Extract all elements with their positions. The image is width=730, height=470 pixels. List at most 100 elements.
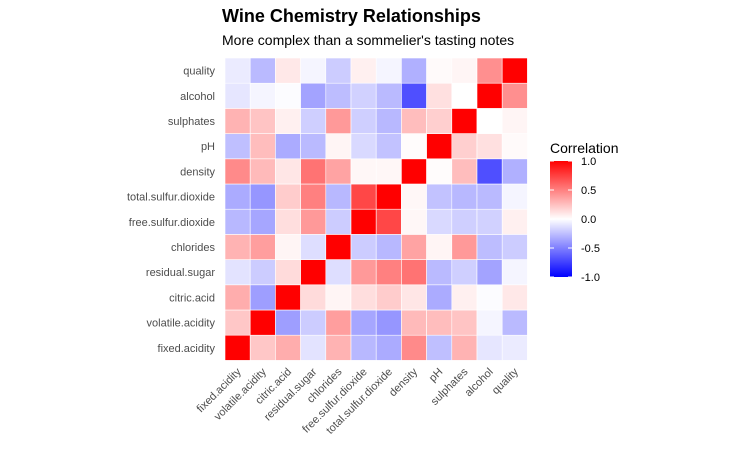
heatmap-cell	[451, 57, 478, 84]
x-axis-tick-labels: fixed.acidityvolatile.aciditycitric.acid…	[195, 366, 522, 437]
heatmap-cell	[275, 334, 301, 361]
heatmap-cell	[325, 259, 352, 286]
heatmap-cell	[350, 309, 377, 336]
heatmap-cell	[375, 133, 402, 160]
heatmap-cell	[426, 57, 453, 84]
heatmap-cell	[325, 133, 352, 160]
heatmap-cell	[350, 57, 377, 84]
heatmap-cell	[300, 133, 327, 160]
heatmap-cell	[476, 284, 503, 311]
y-tick-label: chlorides	[171, 242, 216, 254]
heatmap-cell	[476, 334, 503, 361]
heatmap-cell	[476, 309, 503, 336]
heatmap-cell	[401, 82, 427, 109]
heatmap-cell	[501, 57, 528, 84]
heatmap-cell	[401, 57, 427, 84]
legend-tick-label: -1.0	[581, 272, 600, 284]
x-tick-label: alcohol	[463, 366, 496, 399]
heatmap-cell	[249, 234, 276, 260]
heatmap-cell	[275, 57, 301, 84]
heatmap-cell	[325, 334, 352, 361]
heatmap-cell	[375, 82, 402, 109]
heatmap-cell	[476, 259, 503, 286]
legend-color-bar	[550, 161, 572, 277]
y-tick-label: sulphates	[168, 116, 216, 128]
y-tick-label: citric.acid	[169, 292, 215, 304]
heatmap-cell	[249, 158, 276, 185]
heatmap-cell	[451, 108, 478, 134]
heatmap-cell	[426, 108, 453, 134]
heatmap-cell	[426, 234, 453, 260]
heatmap-cell	[300, 334, 327, 361]
heatmap-cell	[451, 183, 478, 210]
heatmap-cell	[325, 158, 352, 185]
heatmap-cell	[476, 82, 503, 109]
heatmap-cell	[249, 183, 276, 210]
legend-tick-label: 0.5	[581, 185, 596, 197]
heatmap-cell	[224, 208, 251, 235]
heatmap-cell	[325, 57, 352, 84]
heatmap-cell	[350, 158, 377, 185]
heatmap-cell	[476, 234, 503, 260]
heatmap-cell	[401, 108, 427, 134]
heatmap-cell	[300, 108, 327, 134]
heatmap-cell	[375, 334, 402, 361]
y-tick-label: residual.sugar	[146, 267, 215, 279]
heatmap-cell	[401, 234, 427, 260]
heatmap-cell	[451, 284, 478, 311]
y-tick-label: pH	[201, 141, 215, 153]
heatmap-cell	[451, 334, 478, 361]
heatmap-cell	[350, 183, 377, 210]
y-axis-tick-labels: fixed.acidity volatile.acidity citric.acid…	[127, 66, 216, 355]
heatmap-cell	[501, 309, 528, 336]
heatmap-cell	[401, 133, 427, 160]
heatmap-cell	[249, 208, 276, 235]
heatmap-cell	[451, 309, 478, 336]
heatmap-cell	[249, 108, 276, 134]
legend-ticks: 1.0 0.5 0.0 -0.5 -1.0	[550, 156, 600, 284]
heatmap-cell	[275, 284, 301, 311]
heatmap-cell	[501, 334, 528, 361]
heatmap-cell	[275, 133, 301, 160]
heatmap-cell	[249, 57, 276, 84]
y-tick-label: quality	[183, 66, 215, 78]
heatmap-cell	[401, 259, 427, 286]
heatmap-cell	[249, 133, 276, 160]
heatmap-cell	[501, 259, 528, 286]
heatmap-cell	[375, 208, 402, 235]
heatmap-cell	[375, 183, 402, 210]
heatmap-cell	[350, 108, 377, 134]
x-tick-label: pH	[427, 366, 445, 384]
heatmap-cell	[476, 133, 503, 160]
legend: Correlation 1.0 0.5 0.0 -0.5 -1.0	[550, 140, 618, 284]
heatmap-cell	[350, 82, 377, 109]
heatmap-cell	[401, 158, 427, 185]
y-tick-label: volatile.acidity	[147, 318, 216, 330]
heatmap-cell	[325, 234, 352, 260]
heatmap-cell	[476, 108, 503, 134]
heatmap-cell	[224, 284, 251, 311]
heatmap-cell	[375, 259, 402, 286]
heatmap-cell	[275, 183, 301, 210]
heatmap-cell	[249, 284, 276, 311]
legend-tick-label: 0.0	[581, 214, 596, 226]
legend-tick-label: 1.0	[581, 156, 596, 168]
y-tick-label: density	[180, 166, 215, 178]
heatmap-cell	[300, 158, 327, 185]
heatmap-cell	[476, 57, 503, 84]
heatmap-cell	[426, 158, 453, 185]
heatmap-cell	[501, 208, 528, 235]
heatmap-cell	[375, 234, 402, 260]
chart-title: Wine Chemistry Relationships	[222, 6, 481, 26]
heatmap-cell	[300, 259, 327, 286]
heatmap-cell	[476, 208, 503, 235]
legend-title: Correlation	[550, 140, 618, 156]
heatmap-cell	[501, 158, 528, 185]
heatmap-cell	[451, 208, 478, 235]
heatmap-cell	[350, 208, 377, 235]
heatmap-cell	[375, 57, 402, 84]
heatmap-cell	[325, 183, 352, 210]
heatmap-cell	[275, 208, 301, 235]
heatmap-cell	[350, 133, 377, 160]
